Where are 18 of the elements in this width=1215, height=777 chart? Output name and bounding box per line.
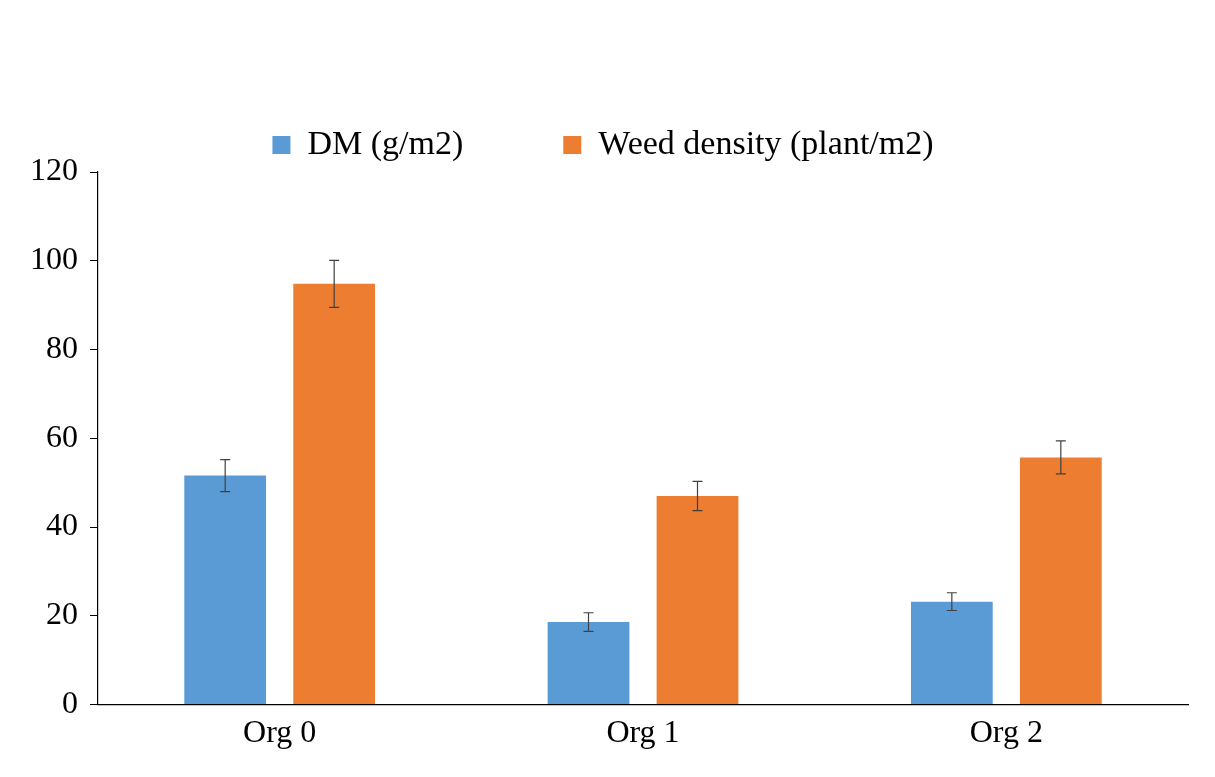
y-tick-label: 60	[46, 417, 78, 454]
y-tick-label: 120	[30, 151, 78, 188]
bar	[293, 283, 376, 705]
bar	[910, 601, 993, 705]
x-tick-label: Org 2	[969, 713, 1043, 750]
bar	[184, 475, 267, 705]
legend-label: Weed density (plant/m2)	[598, 123, 934, 162]
x-tick-label: Org 0	[243, 713, 317, 750]
bar	[1019, 457, 1102, 705]
y-tick-label: 100	[30, 240, 78, 277]
y-tick-label: 0	[62, 684, 78, 721]
legend-label: DM (g/m2)	[307, 123, 464, 162]
bar	[547, 622, 630, 705]
y-tick-label: 80	[46, 328, 78, 365]
x-tick-label: Org 1	[606, 713, 680, 750]
y-tick-label: 20	[46, 595, 78, 632]
y-tick-label: 40	[46, 506, 78, 543]
bar	[656, 496, 739, 705]
